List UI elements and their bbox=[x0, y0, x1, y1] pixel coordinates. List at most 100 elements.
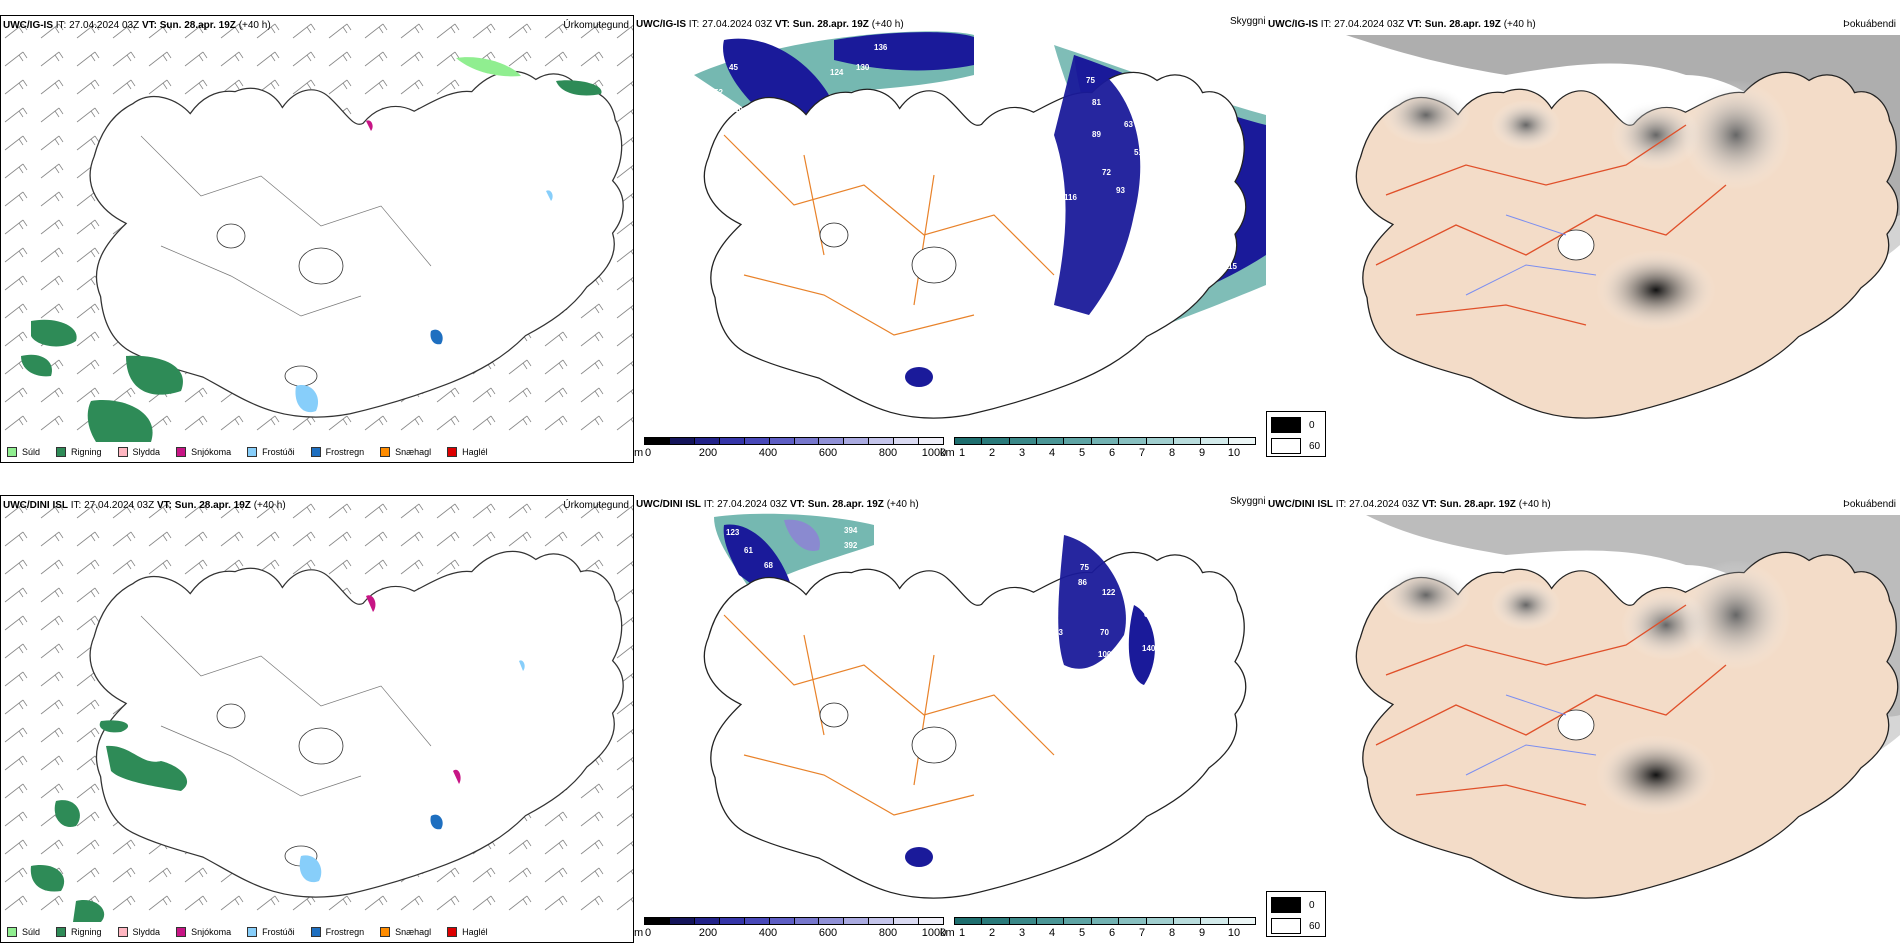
legend-swatch bbox=[56, 447, 67, 457]
cloud-title-top: UWC/IG-IS IT: 27.04.2024 03Z VT: Sun. 28… bbox=[636, 19, 904, 30]
legend-label: Snæhagl bbox=[395, 927, 432, 937]
legend-label: Snjókoma bbox=[191, 447, 232, 457]
visibility-tick: 10 bbox=[1227, 927, 1241, 939]
legend-swatch bbox=[7, 927, 17, 937]
legend-label: Súld bbox=[22, 927, 41, 937]
visibility-tick: 1 bbox=[958, 927, 966, 939]
visibility-tick: 7 bbox=[1138, 927, 1146, 939]
cloud-value: 52 bbox=[1062, 770, 1071, 779]
vt-label: VT: bbox=[141, 20, 157, 31]
fog-panel-top: UWC/IG-IS IT: 27.04.2024 03Z VT: Sun. 28… bbox=[1266, 15, 1900, 463]
precip-map-top bbox=[1, 16, 633, 442]
fog-legend-row: 0 bbox=[1271, 897, 1315, 913]
cloud-value: 157 bbox=[774, 108, 788, 117]
legend-item: Rigning bbox=[56, 447, 102, 457]
cloud-value: 92 bbox=[1054, 176, 1063, 185]
cloud-value: 100 bbox=[1098, 650, 1112, 659]
cloud-value: 124 bbox=[830, 68, 844, 77]
legend-item: Slydda bbox=[117, 927, 160, 937]
cloud-value: 75 bbox=[1086, 76, 1095, 85]
legend-label: Frostúði bbox=[262, 447, 295, 457]
precip-areas bbox=[21, 57, 602, 442]
cloud-panel-top: 45 52 49 157 136 124 130 75 81 63 66 89 … bbox=[634, 15, 1266, 463]
cloud-value: 66 bbox=[1174, 638, 1183, 647]
vt-label: VT: bbox=[789, 499, 805, 510]
legend-item: Slydda bbox=[117, 447, 160, 457]
cloud-value: 70 bbox=[1100, 628, 1109, 637]
it-label: IT: bbox=[55, 20, 67, 31]
cloud-value: 55 bbox=[913, 386, 922, 395]
cloud-value: 70 bbox=[1089, 756, 1098, 765]
visibility-tick: 5 bbox=[1078, 447, 1086, 459]
cloud-value: 102 bbox=[1230, 203, 1244, 212]
cloud-value: 394 bbox=[844, 526, 858, 535]
legend-swatch bbox=[176, 447, 187, 457]
legend-label: Snæhagl bbox=[395, 447, 432, 457]
visibility-tick: 9 bbox=[1198, 927, 1206, 939]
precip-areas bbox=[30, 595, 525, 922]
legend-swatch bbox=[380, 447, 391, 457]
visibility-bar bbox=[954, 437, 1256, 445]
cloud-value: 130 bbox=[856, 63, 870, 72]
vt-value: Sun. 28.apr. 19Z bbox=[792, 19, 869, 30]
cloudbase-tick: 200 bbox=[698, 927, 718, 939]
visibility-tick: 2 bbox=[988, 447, 996, 459]
cloud-value: 63 bbox=[1124, 120, 1133, 129]
it-value: 27.04.2024 03Z bbox=[1349, 499, 1420, 510]
cloud-value: 123 bbox=[726, 528, 740, 537]
legend-item: Súld bbox=[7, 927, 40, 937]
fog-tick: 0 bbox=[1309, 419, 1315, 431]
cloud-value: 69 bbox=[774, 580, 783, 589]
legend-item: Súld bbox=[7, 447, 40, 457]
cloud-panel-label: Skyggni bbox=[1230, 16, 1266, 27]
fog-tick: 60 bbox=[1309, 440, 1321, 452]
legend-swatch bbox=[176, 927, 187, 937]
cloudbase-unit: m bbox=[634, 447, 644, 459]
legend-swatch bbox=[56, 927, 67, 937]
cloud-value: 97 bbox=[1144, 728, 1153, 737]
precip-title-top: UWC/IG-IS IT: 27.04.2024 03Z VT: Sun. 28… bbox=[3, 20, 271, 31]
legend-label: Rigning bbox=[71, 447, 102, 457]
it-value: 27.04.2024 03Z bbox=[717, 499, 788, 510]
visibility-unit: km bbox=[940, 927, 955, 939]
fog-panel-bottom: UWC/DINI ISL IT: 27.04.2024 03Z VT: Sun.… bbox=[1266, 495, 1900, 943]
cloudbase-tick: 200 bbox=[698, 447, 718, 459]
legend-item: Rigning bbox=[56, 927, 102, 937]
visibility-unit: km bbox=[940, 447, 955, 459]
cloud-value: 77 bbox=[784, 158, 793, 167]
it-value: 27.04.2024 03Z bbox=[69, 20, 140, 31]
cloud-value: 116 bbox=[1064, 193, 1077, 202]
it-value: 27.04.2024 03Z bbox=[1334, 19, 1405, 30]
legend-swatch bbox=[310, 447, 321, 457]
cloud-value: 52 bbox=[714, 88, 723, 97]
legend-swatch bbox=[247, 927, 258, 937]
vt-value: Sun. 28.apr. 19Z bbox=[1439, 499, 1516, 510]
model-name: UWC/IG-IS bbox=[3, 20, 53, 31]
it-value: 27.04.2024 03Z bbox=[702, 19, 773, 30]
cloud-value: 51 bbox=[1062, 308, 1071, 317]
cloud-value: 68 bbox=[764, 561, 773, 570]
visibility-colorbar-top: km 1 2 3 4 5 6 7 8 9 10 bbox=[940, 437, 1256, 463]
visibility-colorbar-bottom: km 1 2 3 4 5 6 7 8 9 10 bbox=[940, 917, 1256, 943]
legend-label: Rigning bbox=[71, 927, 102, 937]
cloud-value: 74 bbox=[1180, 144, 1189, 153]
cloud-value: 123 bbox=[1120, 720, 1134, 729]
legend-item: Frostúði bbox=[247, 927, 295, 937]
legend-item: Frostúði bbox=[247, 447, 295, 457]
cloud-value: 93 bbox=[1234, 148, 1243, 157]
cloudbase-tick: 1000 bbox=[921, 927, 947, 939]
legend-swatch bbox=[7, 447, 17, 457]
fog-map-top bbox=[1266, 35, 1900, 425]
legend-swatch bbox=[117, 927, 128, 937]
legend-item: Frostregn bbox=[310, 927, 364, 937]
legend-label: Súld bbox=[22, 447, 41, 457]
cloud-value: 81 bbox=[1092, 98, 1101, 107]
legend-swatch bbox=[117, 447, 128, 457]
precip-panel-bottom: UWC/DINI ISL IT: 27.04.2024 03Z VT: Sun.… bbox=[0, 495, 634, 943]
cloudbase-tick: 1000 bbox=[921, 447, 947, 459]
fog-swatch bbox=[1271, 918, 1301, 934]
cloud-value: 58 bbox=[1194, 658, 1203, 667]
cloud-value: 157 bbox=[1182, 258, 1196, 267]
precip-legend-bottom: Súld Rigning Slydda Snjókoma Frostúði Fr… bbox=[1, 922, 498, 942]
cloudbase-tick: 0 bbox=[644, 447, 652, 459]
